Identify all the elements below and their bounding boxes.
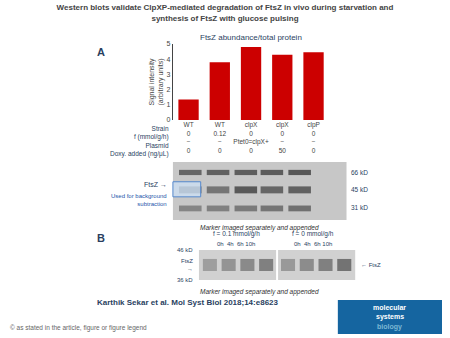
svg-text:FtsZ →: FtsZ → [144,181,167,188]
svg-text:Marker imaged separately and a: Marker imaged separately and appended [200,224,319,232]
svg-text:Marker imaged separately and a: Marker imaged separately and appended [200,288,319,296]
svg-text:0h 4h 6h 10h: 0h 4h 6h 10h [217,241,255,247]
svg-text:WT0.12−0: WT0.12−0 [213,121,226,153]
svg-text:molecular: molecular [373,304,406,311]
svg-text:3: 3 [167,71,171,78]
svg-text:systems: systems [376,313,404,321]
svg-text:Used for backgroundsubtraction: Used for backgroundsubtraction [111,193,167,207]
svg-text:FtsZ→: FtsZ→ [181,258,193,272]
svg-text:Western blots validate ClpXP-m: Western blots validate ClpXP-mediated de… [57,3,394,22]
svg-text:0: 0 [167,116,171,123]
svg-text:5: 5 [167,40,171,47]
svg-text:46 kD: 46 kD [177,247,193,253]
svg-text:Signal intensity(arbitrary uni: Signal intensity(arbitrary units) [148,58,165,106]
svg-text:Strainf (mmol/g/h)PlasmidDoxy.: Strainf (mmol/g/h)PlasmidDoxy. added (ng… [110,125,169,158]
svg-text:B: B [97,232,105,244]
svg-text:31 kD: 31 kD [351,204,368,211]
svg-text:66 kD: 66 kD [351,169,368,176]
svg-text:4: 4 [167,56,171,63]
svg-text:© as stated in the article, fi: © as stated in the article, figure or fi… [10,324,147,332]
svg-text:f = 0 mmol/g/h: f = 0 mmol/g/h [292,230,334,238]
svg-text:f = 0.1 mmol/g/h: f = 0.1 mmol/g/h [213,230,260,238]
svg-text:WT0−0: WT0−0 [183,121,193,153]
svg-text:A: A [97,46,105,58]
svg-text:0h 4h 6h 10h: 0h 4h 6h 10h [294,241,332,247]
svg-text:← FtsZ: ← FtsZ [361,262,381,268]
svg-text:clpX0Ptet0=clpX+0: clpX0Ptet0=clpX+0 [233,121,269,153]
svg-text:biology: biology [377,323,402,331]
svg-text:clpX0−50: clpX0−50 [276,121,289,153]
svg-text:2: 2 [167,86,171,93]
svg-text:clpP0−0: clpP0−0 [307,121,320,153]
svg-text:FtsZ abundance/total protein: FtsZ abundance/total protein [200,33,302,42]
svg-text:Karthik Sekar et al. Mol Syst: Karthik Sekar et al. Mol Syst Biol 2018;… [97,298,279,307]
svg-text:1: 1 [167,101,171,108]
svg-text:45 kD: 45 kD [351,186,368,193]
svg-text:36 kD: 36 kD [177,277,193,283]
